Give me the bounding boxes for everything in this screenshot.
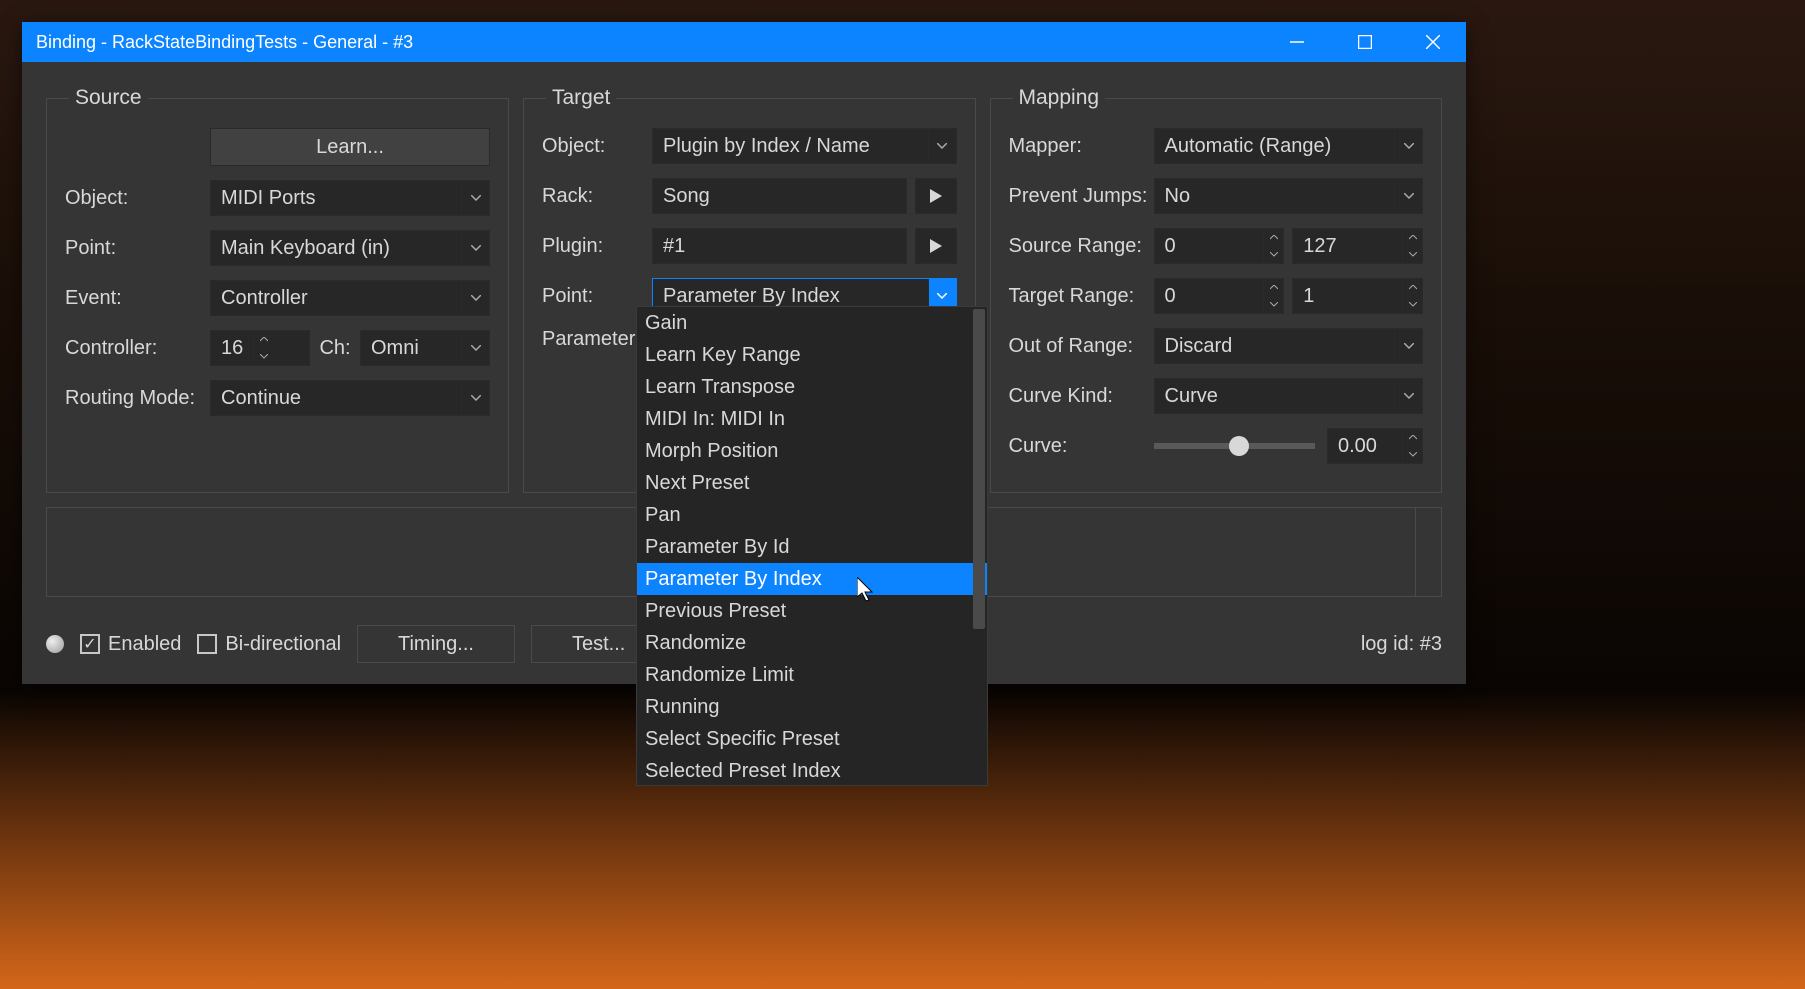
mapping-group: Mapping Mapper: Automatic (Range) Preven…: [990, 86, 1443, 493]
dropdown-item[interactable]: Pan: [637, 499, 987, 531]
source-event-combo[interactable]: Controller: [210, 280, 490, 316]
source-object-label: Object:: [65, 187, 210, 210]
src-range-label: Source Range:: [1009, 235, 1154, 258]
learn-button[interactable]: Learn...: [210, 128, 490, 166]
bidir-checkbox[interactable]: [197, 634, 217, 654]
source-legend: Source: [69, 86, 148, 110]
chevron-up-icon[interactable]: [1403, 279, 1422, 296]
point-dropdown-list[interactable]: GainLearn Key RangeLearn TransposeMIDI I…: [636, 306, 988, 786]
oor-combo[interactable]: Discard: [1154, 328, 1424, 364]
timing-button[interactable]: Timing...: [357, 625, 515, 663]
dropdown-item[interactable]: Parameter By Index: [637, 563, 987, 595]
mapper-label: Mapper:: [1009, 135, 1154, 158]
routing-combo[interactable]: Continue: [210, 380, 490, 416]
chevron-down-icon: [1394, 179, 1422, 213]
chevron-up-icon[interactable]: [1403, 229, 1422, 246]
slider-thumb[interactable]: [1229, 436, 1249, 456]
plugin-play-button[interactable]: [915, 228, 957, 264]
plugin-input[interactable]: #1: [652, 228, 907, 264]
chevron-down-icon[interactable]: [1403, 446, 1422, 463]
chevron-down-icon: [461, 381, 489, 415]
enabled-checkbox[interactable]: [80, 634, 100, 654]
dropdown-item[interactable]: Parameter By Id: [637, 531, 987, 563]
source-object-combo[interactable]: MIDI Ports: [210, 180, 490, 216]
window-title: Binding - RackStateBindingTests - Genera…: [36, 32, 1278, 53]
chevron-down-icon[interactable]: [254, 348, 273, 365]
dropdown-item[interactable]: Previous Preset: [637, 595, 987, 627]
dropdown-item[interactable]: Randomize: [637, 627, 987, 659]
source-point-label: Point:: [65, 237, 210, 260]
chevron-down-icon[interactable]: [1403, 246, 1422, 263]
chevron-down-icon[interactable]: [1264, 296, 1283, 313]
chevron-down-icon: [928, 129, 956, 163]
close-button[interactable]: [1414, 27, 1452, 57]
source-group: Source Learn... Object: MIDI Ports Point…: [46, 86, 509, 493]
mapper-combo[interactable]: Automatic (Range): [1154, 128, 1424, 164]
dropdown-item[interactable]: Gain: [637, 307, 987, 339]
chevron-down-icon: [1394, 329, 1422, 363]
dropdown-item[interactable]: MIDI In: MIDI In: [637, 403, 987, 435]
source-point-combo[interactable]: Main Keyboard (in): [210, 230, 490, 266]
rack-label: Rack:: [542, 185, 652, 208]
chevron-down-icon: [1394, 129, 1422, 163]
src-range-lo-spinner[interactable]: 0: [1154, 228, 1285, 264]
tgt-range-lo-spinner[interactable]: 0: [1154, 278, 1285, 314]
rack-play-button[interactable]: [915, 178, 957, 214]
chevron-down-icon: [461, 231, 489, 265]
chevron-up-icon[interactable]: [1403, 429, 1422, 446]
titlebar[interactable]: Binding - RackStateBindingTests - Genera…: [22, 22, 1466, 62]
chevron-down-icon: [1394, 379, 1422, 413]
dropdown-item[interactable]: Learn Transpose: [637, 371, 987, 403]
curvekind-combo[interactable]: Curve: [1154, 378, 1424, 414]
rack-input[interactable]: Song: [652, 178, 907, 214]
bidir-label: Bi-directional: [225, 633, 341, 656]
play-icon: [930, 239, 942, 253]
chevron-down-icon: [461, 181, 489, 215]
curve-value-spinner[interactable]: 0.00: [1327, 428, 1423, 464]
curve-slider[interactable]: [1154, 443, 1316, 449]
enabled-label: Enabled: [108, 633, 181, 656]
tgt-range-label: Target Range:: [1009, 285, 1154, 308]
target-legend: Target: [546, 86, 616, 110]
chevron-up-icon[interactable]: [254, 331, 273, 348]
dropdown-item[interactable]: Randomize Limit: [637, 659, 987, 691]
chevron-up-icon[interactable]: [1264, 229, 1283, 246]
oor-label: Out of Range:: [1009, 335, 1154, 358]
dropdown-scrollbar[interactable]: [973, 309, 985, 629]
controller-spinner[interactable]: 16: [210, 330, 310, 366]
prevent-combo[interactable]: No: [1154, 178, 1424, 214]
status-indicator: [46, 635, 64, 653]
chevron-down-icon[interactable]: [1403, 296, 1422, 313]
plugin-label: Plugin:: [542, 235, 652, 258]
maximize-button[interactable]: [1346, 27, 1384, 57]
src-range-hi-spinner[interactable]: 127: [1292, 228, 1423, 264]
ch-combo[interactable]: Omni: [360, 330, 490, 366]
dropdown-item[interactable]: Morph Position: [637, 435, 987, 467]
chevron-down-icon: [461, 331, 489, 365]
chevron-down-icon: [461, 281, 489, 315]
dropdown-item[interactable]: Next Preset: [637, 467, 987, 499]
routing-label: Routing Mode:: [65, 387, 210, 410]
curvekind-label: Curve Kind:: [1009, 385, 1154, 408]
tgt-range-hi-spinner[interactable]: 1: [1292, 278, 1423, 314]
target-object-label: Object:: [542, 135, 652, 158]
dropdown-item[interactable]: Learn Key Range: [637, 339, 987, 371]
mouse-cursor-icon: [857, 577, 877, 603]
play-icon: [930, 189, 942, 203]
log-id-label: log id: #3: [1361, 633, 1442, 656]
target-object-combo[interactable]: Plugin by Index / Name: [652, 128, 957, 164]
target-point-label: Point:: [542, 285, 652, 308]
ch-label: Ch:: [310, 337, 360, 360]
dropdown-item[interactable]: Select Specific Preset: [637, 723, 987, 755]
chevron-up-icon[interactable]: [1264, 279, 1283, 296]
minimize-button[interactable]: [1278, 27, 1316, 57]
source-event-label: Event:: [65, 287, 210, 310]
dropdown-item[interactable]: Selected Preset Index: [637, 755, 987, 786]
source-controller-label: Controller:: [65, 337, 210, 360]
dropdown-item[interactable]: Running: [637, 691, 987, 723]
prevent-label: Prevent Jumps:: [1009, 185, 1154, 208]
chevron-down-icon[interactable]: [1264, 246, 1283, 263]
mapping-legend: Mapping: [1013, 86, 1106, 110]
curve-label: Curve:: [1009, 435, 1154, 458]
